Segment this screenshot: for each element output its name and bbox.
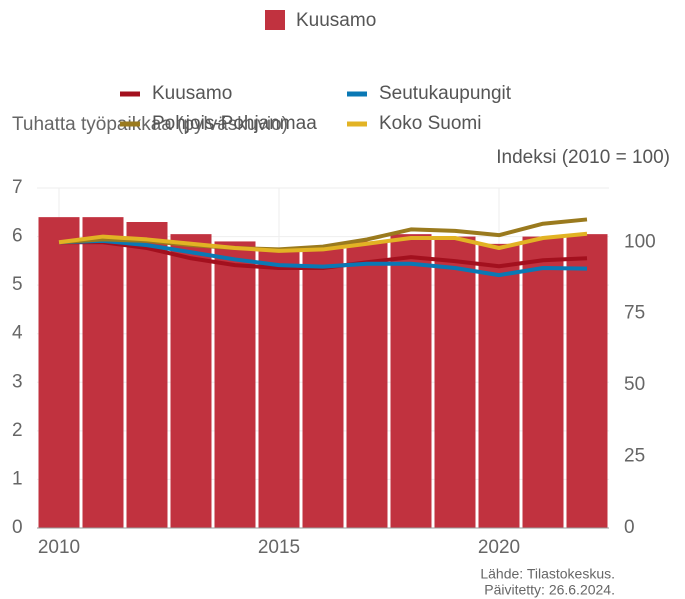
bar (478, 243, 520, 528)
y2-tick-label: 75 (624, 303, 645, 324)
x-tick-label: 2020 (478, 537, 520, 558)
bar (214, 241, 256, 528)
y2-tick-label: 100 (624, 231, 656, 252)
bar (126, 222, 168, 528)
y-tick-label: 5 (12, 274, 23, 295)
y-tick-label: 0 (12, 517, 23, 538)
y-tick-label: 7 (12, 177, 23, 198)
y-axis-title: Tuhatta työpaikkaa (pylväskuvio) (12, 114, 288, 135)
bar (170, 234, 212, 528)
y-tick-label: 6 (12, 226, 23, 247)
bar (346, 241, 388, 528)
bar-legend-swatch (265, 10, 285, 30)
bar (38, 217, 80, 528)
x-tick-label: 2010 (38, 537, 80, 558)
source: Lähde: Tilastokeskus. (480, 566, 615, 582)
bar (522, 236, 564, 529)
y-tick-label: 1 (12, 468, 23, 489)
y-tick-label: 2 (12, 420, 23, 441)
bar (434, 236, 476, 529)
bar (566, 234, 608, 528)
line-series (58, 238, 588, 278)
x-tick-label: 2015 (258, 537, 300, 558)
y2-axis-title: Indeksi (2010 = 100) (496, 147, 670, 168)
line-series (58, 231, 588, 253)
legend-label: Seutukaupungit (379, 83, 512, 104)
bar (302, 248, 344, 528)
bar (258, 248, 300, 528)
bar (390, 234, 432, 528)
legend-label: Koko Suomi (379, 113, 481, 134)
updated: Päivitetty: 26.6.2024. (484, 582, 615, 598)
bar (82, 217, 124, 528)
y-tick-label: 4 (12, 323, 23, 344)
bar-legend-label: Kuusamo (296, 10, 376, 31)
y2-tick-label: 25 (624, 446, 645, 467)
y2-tick-label: 50 (624, 374, 645, 395)
y2-tick-label: 0 (624, 517, 635, 538)
legend-label: Pohjois-Pohjanmaa (152, 113, 317, 134)
y-tick-label: 3 (12, 371, 23, 392)
legend-label: Kuusamo (152, 83, 232, 104)
